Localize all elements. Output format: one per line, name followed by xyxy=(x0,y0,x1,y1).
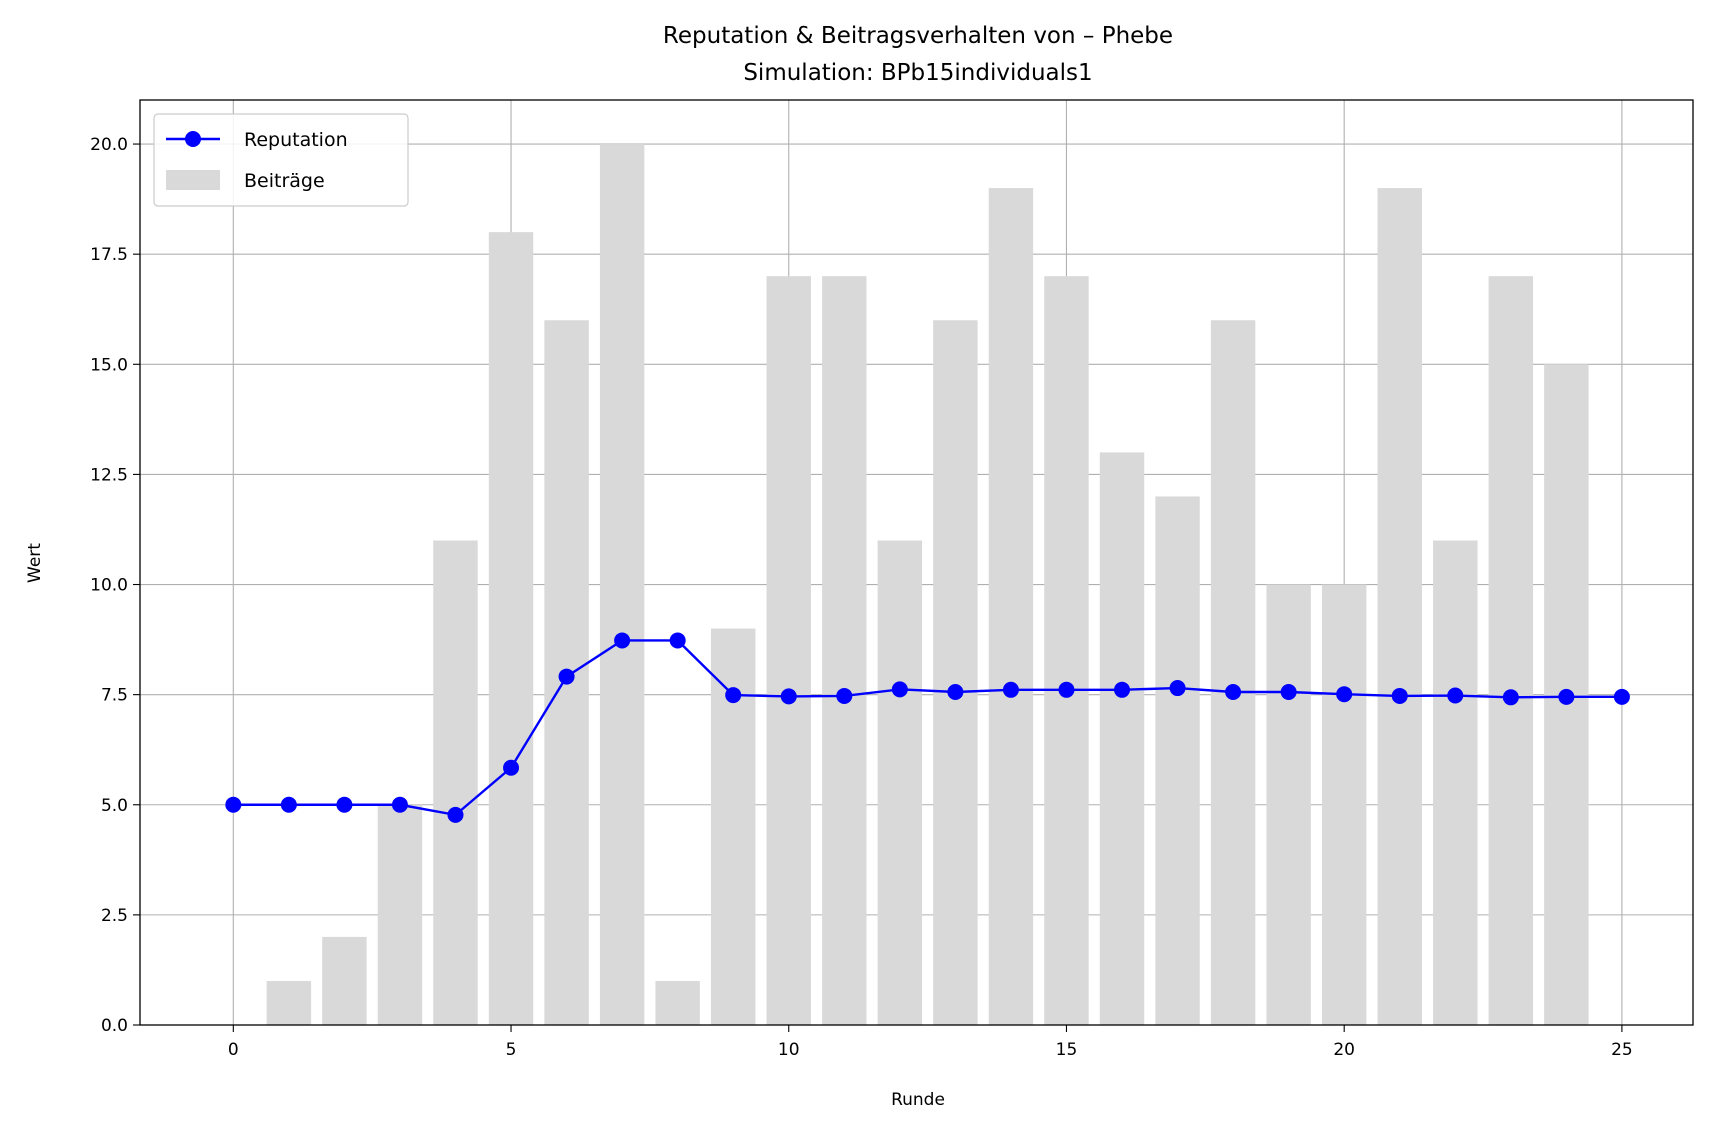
bar xyxy=(433,540,478,1025)
chart-title: Reputation & Beitragsverhalten von – Phe… xyxy=(663,23,1173,49)
reputation-point xyxy=(1447,687,1464,704)
bar xyxy=(266,980,312,1025)
x-tick-label: 20 xyxy=(1333,1040,1355,1060)
reputation-point xyxy=(1613,688,1630,705)
reputation-point xyxy=(947,684,964,700)
reputation-point xyxy=(1169,680,1186,697)
reputation-point xyxy=(1391,687,1408,704)
plot-frame xyxy=(139,99,1694,1026)
legend: Reputation Beiträge xyxy=(153,113,409,207)
y-tick-label: 5.0 xyxy=(101,796,128,816)
reputation-point xyxy=(614,632,631,649)
reputation-point xyxy=(725,687,742,704)
y-tick-label: 12.5 xyxy=(90,465,128,485)
bar xyxy=(877,540,923,1025)
reputation-point xyxy=(447,806,464,823)
reputation-point xyxy=(1225,684,1242,700)
bar xyxy=(322,936,367,1025)
y-tick-label: 7.5 xyxy=(101,686,128,706)
reputation-point xyxy=(891,681,908,698)
legend-box xyxy=(153,113,409,207)
reputation-point xyxy=(1114,681,1131,698)
x-tick-label: 15 xyxy=(1056,1040,1078,1060)
bar xyxy=(822,276,867,1025)
reputation-point xyxy=(1558,688,1575,705)
legend-bar-swatch xyxy=(166,170,220,190)
legend-label-beitraege: Beiträge xyxy=(244,170,325,192)
bar xyxy=(1321,584,1367,1025)
reputation-line xyxy=(233,639,1622,817)
x-tick-label: 0 xyxy=(228,1040,239,1060)
chart-subtitle: Simulation: BPb15individuals1 xyxy=(743,60,1092,86)
reputation-point xyxy=(1336,686,1353,703)
bar xyxy=(655,980,700,1025)
bar xyxy=(488,232,534,1026)
bar xyxy=(766,276,811,1025)
reputation-point xyxy=(780,688,797,705)
reputation-point xyxy=(1058,681,1075,698)
y-tick-label: 20.0 xyxy=(90,135,128,155)
y-tick-label: 17.5 xyxy=(90,245,128,265)
bar xyxy=(1044,276,1089,1025)
y-tick-label: 2.5 xyxy=(101,906,128,926)
bar xyxy=(1377,188,1422,1026)
bar xyxy=(988,188,1034,1026)
x-tick-label: 10 xyxy=(778,1040,800,1060)
y-tick-label: 10.0 xyxy=(90,576,128,596)
x-axis-label: Runde xyxy=(891,1090,945,1110)
reputation-point xyxy=(1280,684,1297,700)
bar xyxy=(933,320,978,1025)
bar xyxy=(1266,584,1311,1025)
bar xyxy=(1488,276,1534,1025)
legend-label-reputation: Reputation xyxy=(244,129,348,151)
x-tick-label: 25 xyxy=(1611,1040,1633,1060)
bar xyxy=(599,144,645,1026)
reputation-point xyxy=(503,759,520,776)
bar xyxy=(377,804,423,1025)
legend-marker-swatch xyxy=(185,131,201,147)
y-tick-label: 15.0 xyxy=(90,355,128,375)
bar xyxy=(1210,320,1256,1025)
reputation-point xyxy=(391,796,408,813)
reputation-point xyxy=(836,687,853,704)
bar xyxy=(1099,452,1145,1025)
reputation-point xyxy=(280,796,297,813)
x-tick-label: 5 xyxy=(506,1040,517,1060)
reputation-point xyxy=(1002,681,1019,698)
reputation-point xyxy=(669,632,686,649)
bar xyxy=(1433,540,1478,1025)
reputation-point xyxy=(558,668,575,685)
reputation-point xyxy=(1502,689,1519,706)
bar xyxy=(1155,496,1200,1025)
y-axis-label: Wert xyxy=(25,543,45,583)
reputation-point xyxy=(225,796,242,813)
reputation-point xyxy=(336,796,353,813)
y-tick-label: 0.0 xyxy=(101,1016,128,1036)
